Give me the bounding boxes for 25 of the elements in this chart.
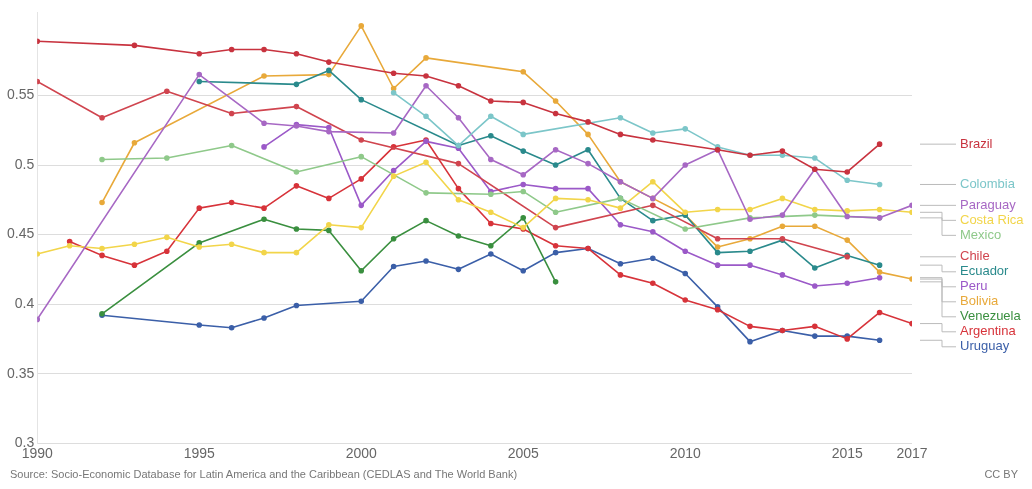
x-tick-label: 2017 [896, 445, 928, 462]
text: Ecuador [960, 263, 1010, 279]
x-tick-label: 2000 [345, 445, 378, 462]
y-tick-label: 0.35 [7, 364, 35, 381]
y-tick-label: 0.45 [7, 225, 35, 242]
y-tick-label: 0.5 [14, 155, 35, 172]
text: Venezuela [960, 308, 1022, 324]
text: Colombia [960, 176, 1016, 192]
x-tick-label: 2015 [831, 445, 863, 462]
text: Brazil [960, 135, 993, 151]
x-tick-label: 2010 [669, 445, 701, 462]
text: Mexico [960, 226, 1002, 242]
text: Argentina [960, 323, 1017, 339]
y-tick-label: 0.55 [7, 86, 35, 103]
text: Bolivia [960, 293, 1000, 309]
text: Uruguay [960, 338, 1010, 354]
x-tick-label: 2005 [507, 445, 539, 462]
text: Peru [960, 278, 988, 294]
text: CC BY [984, 468, 1018, 480]
x-tick-label: 1995 [183, 445, 216, 462]
text: Costa Rica [960, 211, 1025, 227]
source-note: Source: Socio-Economic Database for Latin America and the Caribbean (CEDLAS and The World Bank) [10, 468, 518, 480]
text: Paraguay [960, 196, 1017, 212]
text: Chile [960, 248, 990, 264]
y-tick-label: 0.4 [14, 294, 35, 311]
